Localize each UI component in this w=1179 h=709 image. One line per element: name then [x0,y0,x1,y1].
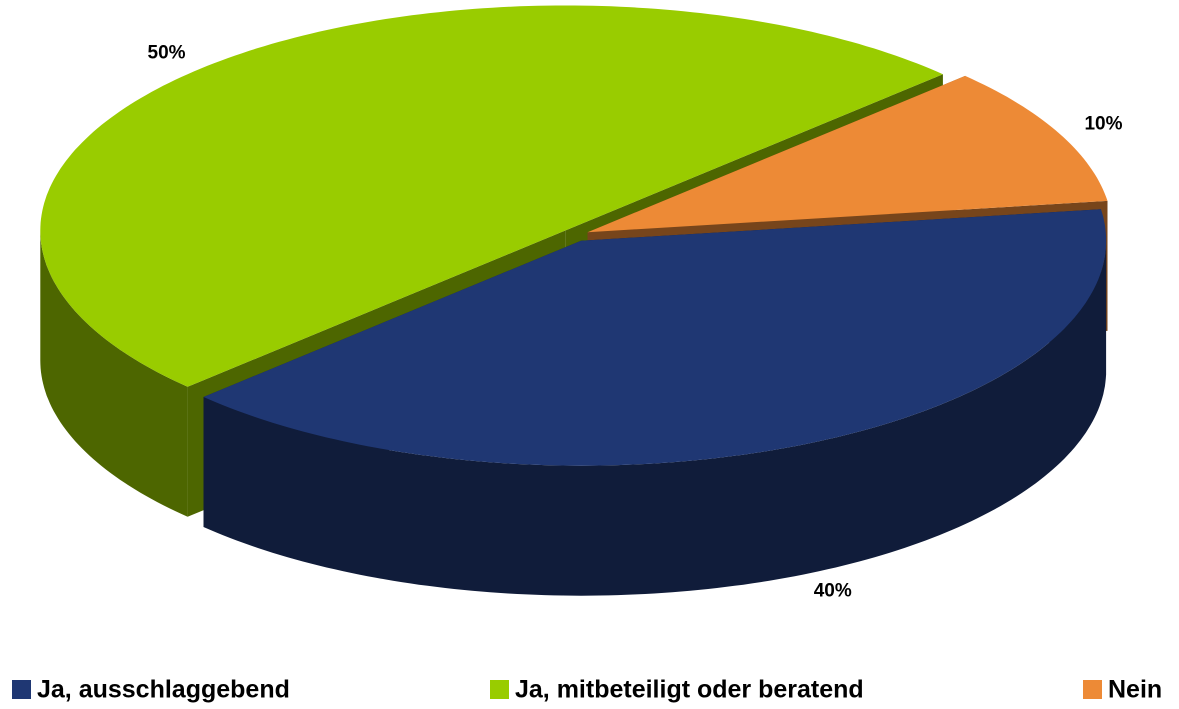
legend-label: Ja, mitbeteiligt oder beratend [515,676,864,704]
data-label: 40% [814,581,852,602]
data-label: 10% [1084,114,1122,135]
slice [40,5,943,387]
legend-label: Nein [1108,676,1162,704]
legend-swatch [490,680,509,699]
slice [587,75,1108,233]
slice-side [40,230,188,517]
slice [203,209,1107,466]
slice-side [203,240,1107,596]
legend-swatch [1083,680,1102,699]
legend-swatch [12,680,31,699]
data-label: 50% [148,43,186,64]
legend-label: Ja, ausschlaggebend [37,676,290,704]
